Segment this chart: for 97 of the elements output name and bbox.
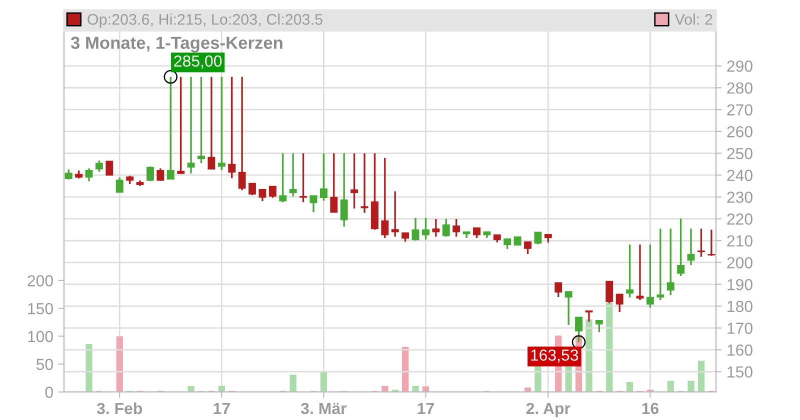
y2-tick-label: 190 bbox=[728, 278, 752, 290]
candlestick bbox=[258, 188, 266, 202]
bar bbox=[534, 366, 542, 392]
y2-tick-label: 290 bbox=[727, 60, 752, 72]
bar bbox=[698, 360, 705, 392]
candlestick bbox=[606, 280, 614, 304]
candlestick bbox=[585, 310, 593, 322]
candlestick bbox=[422, 217, 430, 240]
bar bbox=[116, 336, 123, 392]
candlestick bbox=[95, 160, 103, 173]
candlestick bbox=[666, 228, 674, 296]
candlestick bbox=[473, 227, 480, 239]
candlestick bbox=[64, 168, 72, 180]
candlestick bbox=[208, 76, 216, 170]
y-tick-label: 0 bbox=[45, 386, 53, 398]
candlestick bbox=[289, 152, 297, 198]
y-tick-label: 50 bbox=[36, 358, 53, 370]
candlestick bbox=[564, 290, 572, 326]
bar bbox=[290, 374, 296, 392]
bar bbox=[402, 346, 409, 392]
x-tick-label: 3. Mär bbox=[300, 402, 347, 414]
y2-tick-label: 170 bbox=[728, 322, 752, 334]
candlestick bbox=[177, 76, 185, 175]
candlestick bbox=[300, 152, 307, 204]
candlestick bbox=[432, 218, 440, 238]
y2-tick-label: 230 bbox=[727, 192, 752, 203]
y2-tick-label: 250 bbox=[727, 148, 752, 160]
candlestick bbox=[166, 76, 174, 180]
y2-tick-label: 220 bbox=[727, 213, 752, 225]
bar bbox=[188, 386, 194, 392]
y2-tick-label: 280 bbox=[727, 82, 752, 94]
bar bbox=[688, 380, 694, 392]
legend-label: Op:203.6, Hi:215, Lo:203, Cl:203.5 bbox=[88, 14, 322, 28]
candlestick bbox=[106, 160, 114, 176]
candlestick bbox=[646, 244, 654, 309]
legend-label: Vol: 2 bbox=[674, 14, 712, 25]
candlestick bbox=[677, 218, 685, 277]
candlestick bbox=[310, 195, 318, 214]
y2-tick-label: 210 bbox=[727, 235, 752, 247]
candlestick bbox=[616, 294, 624, 313]
candlestick bbox=[626, 244, 634, 298]
candlestick bbox=[198, 76, 205, 164]
candlestick bbox=[391, 190, 399, 238]
candlestick bbox=[340, 152, 348, 228]
y2-tick-label: 150 bbox=[728, 366, 752, 378]
y2-tick-label: 260 bbox=[727, 126, 752, 138]
y2-tick-label: 160 bbox=[728, 344, 752, 356]
candlestick bbox=[116, 176, 124, 193]
x-tick-label: 2. Apr bbox=[526, 402, 570, 418]
candlestick bbox=[187, 76, 195, 174]
candlestick bbox=[146, 166, 154, 182]
candlestick bbox=[504, 238, 512, 250]
y2-tick-label: 200 bbox=[727, 257, 752, 268]
bar bbox=[86, 344, 92, 392]
candlestick bbox=[248, 182, 256, 196]
y-tick-label: 200 bbox=[28, 275, 53, 286]
candlestick bbox=[360, 152, 368, 214]
candlestick bbox=[697, 228, 705, 258]
candlestick bbox=[238, 76, 246, 192]
candlestick bbox=[320, 152, 328, 202]
candlestick bbox=[350, 152, 358, 210]
candlestick bbox=[595, 320, 603, 333]
candlestick bbox=[279, 152, 287, 204]
bar bbox=[606, 302, 613, 392]
annotation: 163,53 bbox=[531, 349, 578, 363]
x-tick-label: 17 bbox=[418, 402, 434, 414]
candlestick bbox=[218, 76, 226, 171]
bar bbox=[320, 372, 327, 392]
bar bbox=[667, 380, 674, 392]
candlestick bbox=[228, 76, 236, 180]
candlestick bbox=[156, 168, 164, 182]
candlestick bbox=[268, 186, 276, 199]
y-tick-label: 150 bbox=[28, 302, 53, 314]
candlestick bbox=[452, 218, 460, 238]
bar bbox=[565, 366, 572, 392]
y2-tick-label: 180 bbox=[728, 300, 752, 312]
x-tick-label: 16 bbox=[642, 402, 658, 414]
candlestick bbox=[554, 282, 562, 298]
candlestick bbox=[381, 157, 389, 239]
candlestick bbox=[412, 217, 420, 242]
y2-tick-label: 240 bbox=[727, 170, 752, 182]
y-tick-label: 100 bbox=[28, 330, 53, 342]
x-tick-label: 17 bbox=[214, 402, 230, 414]
annotation: 285,00 bbox=[174, 55, 222, 69]
candlestick bbox=[85, 168, 93, 182]
candlestick bbox=[442, 218, 450, 238]
candlestick bbox=[330, 152, 338, 214]
candlestick bbox=[687, 228, 695, 266]
text: 3 Monate, 1-Tages-Kerzen bbox=[70, 36, 282, 52]
bar bbox=[586, 319, 592, 392]
candlestick bbox=[656, 228, 664, 301]
candlestick bbox=[534, 231, 542, 246]
bar bbox=[626, 382, 634, 392]
bar bbox=[412, 386, 419, 392]
y2-tick-label: 270 bbox=[727, 104, 752, 116]
candlestick bbox=[524, 241, 532, 255]
x-tick-label: 3. Feb bbox=[96, 402, 142, 414]
